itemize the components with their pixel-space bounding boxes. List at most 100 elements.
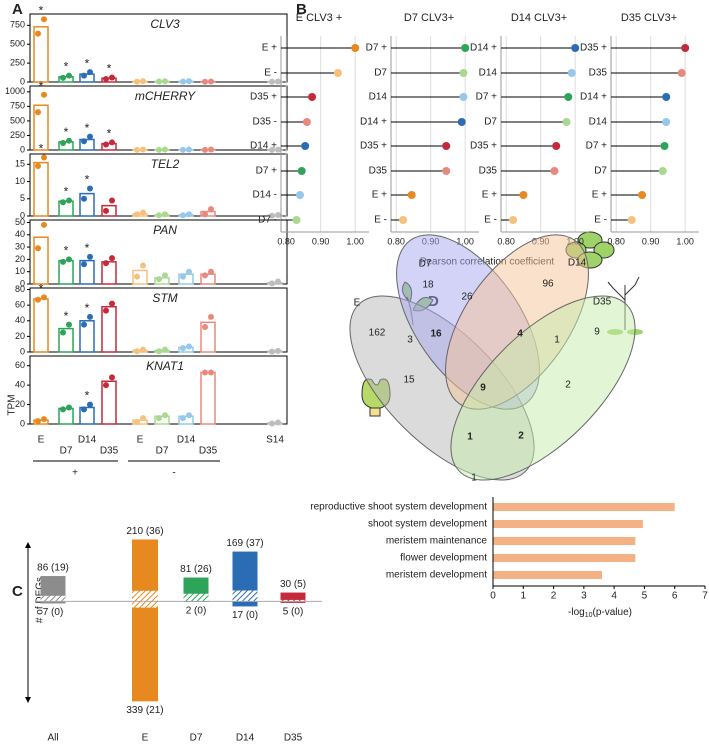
x-tick-label: 0.80 bbox=[497, 236, 515, 246]
bar bbox=[101, 305, 117, 353]
x-tick-label: D35 bbox=[199, 446, 218, 457]
value-label: 17 (0) bbox=[232, 610, 258, 621]
replicate-point bbox=[202, 211, 208, 218]
bar bbox=[200, 321, 216, 353]
bar bbox=[33, 104, 49, 151]
deg-bar bbox=[280, 601, 306, 603]
chart-title: D35 CLV3+ bbox=[621, 12, 677, 24]
category-label: D14 + bbox=[250, 141, 277, 152]
replicate-point bbox=[275, 146, 281, 153]
replicate-point bbox=[35, 418, 41, 425]
replicate-point bbox=[186, 268, 192, 275]
bar bbox=[58, 407, 74, 425]
replicate-point bbox=[140, 209, 146, 216]
deg-bar bbox=[280, 592, 306, 602]
value-label: 30 (5) bbox=[280, 579, 306, 590]
replicate-point bbox=[162, 211, 168, 218]
bar bbox=[132, 80, 148, 83]
y-tick-label: 0 bbox=[20, 76, 25, 86]
replicate-point bbox=[162, 412, 168, 419]
replicate-point bbox=[275, 347, 281, 354]
bar bbox=[267, 422, 283, 425]
x-tick-label: 0.80 bbox=[387, 236, 405, 246]
x-tick-label: E bbox=[137, 435, 144, 446]
y-tick-label: 40 bbox=[15, 229, 25, 239]
x-tick-label: D7 bbox=[60, 446, 73, 457]
bar bbox=[132, 213, 148, 217]
replicate-point bbox=[186, 412, 192, 419]
y-tick-label: 20 bbox=[15, 399, 25, 409]
replicate-point bbox=[156, 415, 162, 422]
y-tick-label: 0 bbox=[20, 418, 25, 428]
replicate-point bbox=[134, 273, 140, 280]
bar bbox=[79, 259, 95, 285]
replicate-point bbox=[103, 141, 109, 148]
set-label: D14 bbox=[568, 258, 587, 269]
x-axis-label-part: -log bbox=[568, 607, 585, 618]
replicate-point bbox=[60, 329, 66, 336]
chart-title: CLV3 bbox=[150, 17, 180, 31]
replicate-point bbox=[60, 258, 66, 265]
category-label: D7 + bbox=[586, 141, 608, 152]
replicate-point bbox=[41, 416, 47, 423]
replicate-point bbox=[269, 146, 275, 153]
panel-label: A bbox=[12, 1, 23, 18]
replicate-point bbox=[180, 212, 186, 219]
region-count: 16 bbox=[430, 329, 442, 340]
category-label: D14 bbox=[479, 68, 498, 79]
x-tick-label: E bbox=[142, 733, 149, 744]
replicate-point bbox=[66, 72, 72, 79]
significance-marker: * bbox=[107, 127, 112, 141]
replicate-point bbox=[269, 78, 275, 85]
x-tick-label: 3 bbox=[581, 591, 587, 602]
lollipop-dot bbox=[295, 191, 304, 199]
x-tick-label: 0.80 bbox=[277, 236, 295, 246]
replicate-point bbox=[109, 255, 115, 262]
replicate-point bbox=[269, 348, 275, 355]
y-tick-label: 500 bbox=[10, 115, 25, 125]
bar bbox=[58, 259, 74, 285]
replicate-point bbox=[60, 406, 66, 413]
y-tick-label: 40 bbox=[15, 380, 25, 390]
x-tick-label: D35 bbox=[284, 733, 303, 744]
replicate-point bbox=[41, 154, 47, 161]
replicate-point bbox=[109, 374, 115, 381]
replicate-point bbox=[60, 199, 66, 206]
bar bbox=[178, 415, 194, 425]
replicate-point bbox=[156, 146, 162, 153]
lollipop-dot bbox=[351, 44, 360, 52]
x-tick-label: 1.00 bbox=[676, 236, 694, 246]
replicate-point bbox=[81, 261, 87, 268]
replicate-point bbox=[156, 276, 162, 283]
replicate-point bbox=[66, 197, 72, 204]
x-tick-label: D14 bbox=[177, 435, 196, 446]
replicate-point bbox=[202, 78, 208, 85]
value-label: 5 (0) bbox=[283, 607, 304, 618]
significance-marker: * bbox=[39, 142, 44, 156]
deg-bar bbox=[132, 601, 158, 702]
significance-marker: * bbox=[85, 241, 90, 255]
category-label: D35 + bbox=[580, 43, 607, 54]
panel-label: C bbox=[12, 583, 23, 600]
lollipop-dot bbox=[459, 93, 468, 101]
value-label: 169 (37) bbox=[226, 538, 263, 549]
bar bbox=[33, 26, 49, 83]
replicate-point bbox=[208, 206, 214, 213]
y-tick-label: 15 bbox=[15, 159, 25, 169]
category-label: D7 bbox=[374, 68, 387, 79]
replicate-point bbox=[35, 30, 41, 37]
bar bbox=[33, 161, 49, 217]
significance-marker: * bbox=[64, 125, 69, 139]
bar bbox=[493, 537, 636, 545]
category-label: D7 + bbox=[366, 43, 388, 54]
replicate-point bbox=[103, 75, 109, 82]
x-tick-label: All bbox=[47, 733, 58, 744]
replicate-point bbox=[81, 72, 87, 79]
category-label: D35 + bbox=[470, 141, 497, 152]
bar bbox=[178, 346, 194, 353]
replicate-point bbox=[140, 78, 146, 85]
category-label: E - bbox=[594, 215, 607, 226]
lollipop-dot bbox=[564, 93, 573, 101]
x-axis-label-part: (p-value) bbox=[593, 607, 632, 618]
